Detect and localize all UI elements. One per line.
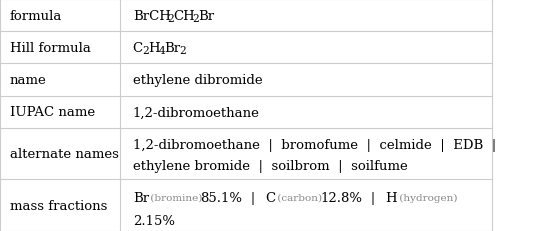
Text: 2: 2 xyxy=(193,14,199,24)
Text: (carbon): (carbon) xyxy=(274,193,325,202)
Text: BrCH: BrCH xyxy=(133,9,170,22)
Text: H: H xyxy=(385,191,397,204)
Text: Hill formula: Hill formula xyxy=(10,42,91,55)
Text: (hydrogen): (hydrogen) xyxy=(395,193,457,202)
Text: alternate names: alternate names xyxy=(10,148,118,161)
Text: 2: 2 xyxy=(179,46,186,56)
Text: Br: Br xyxy=(164,42,181,55)
Text: (bromine): (bromine) xyxy=(147,193,206,202)
Text: 2: 2 xyxy=(142,46,149,56)
Text: C: C xyxy=(133,42,143,55)
Text: IUPAC name: IUPAC name xyxy=(10,106,95,119)
Text: formula: formula xyxy=(10,9,62,22)
Text: |: | xyxy=(238,191,268,204)
Text: |: | xyxy=(358,191,388,204)
Text: 12.8%: 12.8% xyxy=(321,191,362,204)
Text: mass fractions: mass fractions xyxy=(10,199,107,212)
Text: 85.1%: 85.1% xyxy=(200,191,242,204)
Text: 1,2-dibromoethane  |  bromofume  |  celmide  |  EDB  |: 1,2-dibromoethane | bromofume | celmide … xyxy=(133,138,496,151)
Text: 4: 4 xyxy=(158,46,165,56)
Text: Br: Br xyxy=(199,9,215,22)
Text: CH: CH xyxy=(173,9,195,22)
Text: 2: 2 xyxy=(167,14,174,24)
Text: ethylene bromide  |  soilbrom  |  soilfume: ethylene bromide | soilbrom | soilfume xyxy=(133,159,407,172)
Text: name: name xyxy=(10,74,46,87)
Text: 1,2-dibromoethane: 1,2-dibromoethane xyxy=(133,106,259,119)
Text: C: C xyxy=(265,191,275,204)
Text: ethylene dibromide: ethylene dibromide xyxy=(133,74,263,87)
Text: 2.15%: 2.15% xyxy=(133,214,175,227)
Text: H: H xyxy=(148,42,159,55)
Text: Br: Br xyxy=(133,191,149,204)
